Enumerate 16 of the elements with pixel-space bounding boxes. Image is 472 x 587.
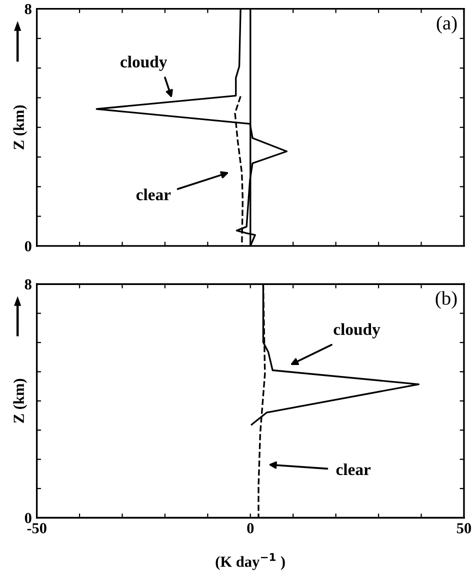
annotation: cloudy — [120, 56, 168, 71]
annotation: clear — [136, 188, 171, 200]
x-tick-label: -50 — [27, 523, 46, 534]
x-tick-label: 0 — [247, 523, 254, 534]
y-tick-label: 8 — [24, 279, 32, 290]
annotation: (b) — [436, 291, 457, 309]
y-tick-label: 0 — [24, 512, 32, 524]
y-tick-label: 8 — [24, 4, 32, 14]
x-tick-label: 50 — [456, 523, 472, 534]
annotation: cloudy — [334, 323, 380, 338]
y-axis-title: Z (km) — [13, 378, 28, 423]
annotation: (a) — [436, 16, 457, 34]
y-axis-title: Z (km) — [13, 105, 28, 150]
annotation: clear — [336, 463, 371, 476]
y-tick-label: 0 — [24, 241, 32, 252]
x-axis-title: (K day$^{−1}$ ) — [216, 553, 285, 570]
